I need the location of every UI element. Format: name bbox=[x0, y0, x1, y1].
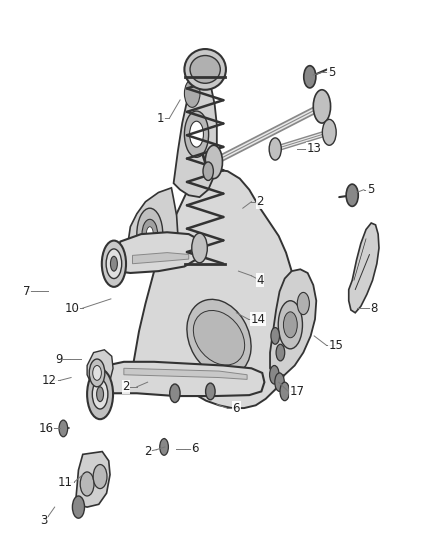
Ellipse shape bbox=[106, 249, 122, 279]
Ellipse shape bbox=[160, 439, 168, 455]
Ellipse shape bbox=[304, 66, 316, 88]
Text: 2: 2 bbox=[122, 380, 130, 393]
Text: 1: 1 bbox=[157, 112, 164, 125]
Polygon shape bbox=[124, 368, 247, 379]
Text: 8: 8 bbox=[370, 302, 378, 314]
Ellipse shape bbox=[190, 121, 203, 147]
Polygon shape bbox=[173, 77, 217, 197]
Ellipse shape bbox=[87, 369, 113, 419]
Ellipse shape bbox=[203, 162, 213, 181]
Ellipse shape bbox=[187, 300, 251, 376]
Text: 4: 4 bbox=[256, 274, 264, 287]
Polygon shape bbox=[133, 169, 297, 408]
Ellipse shape bbox=[275, 373, 284, 391]
Ellipse shape bbox=[80, 472, 94, 496]
Ellipse shape bbox=[205, 383, 215, 400]
Ellipse shape bbox=[297, 293, 309, 314]
Ellipse shape bbox=[110, 256, 117, 271]
Text: 10: 10 bbox=[64, 302, 79, 314]
Ellipse shape bbox=[102, 240, 126, 287]
Text: 5: 5 bbox=[328, 66, 335, 79]
Ellipse shape bbox=[269, 138, 281, 160]
Ellipse shape bbox=[92, 379, 108, 409]
Ellipse shape bbox=[146, 227, 153, 241]
Ellipse shape bbox=[93, 366, 101, 381]
Text: 13: 13 bbox=[307, 142, 321, 156]
Ellipse shape bbox=[190, 55, 220, 83]
Text: 12: 12 bbox=[42, 374, 57, 387]
Polygon shape bbox=[99, 362, 265, 399]
Text: 7: 7 bbox=[23, 285, 30, 298]
Text: 9: 9 bbox=[55, 352, 63, 366]
Ellipse shape bbox=[276, 344, 285, 361]
Text: 11: 11 bbox=[58, 475, 73, 489]
Polygon shape bbox=[270, 269, 316, 377]
Polygon shape bbox=[75, 451, 110, 507]
Polygon shape bbox=[87, 350, 113, 387]
Text: 2: 2 bbox=[144, 445, 152, 458]
Ellipse shape bbox=[280, 382, 290, 401]
Text: 2: 2 bbox=[256, 195, 264, 208]
Ellipse shape bbox=[271, 328, 279, 344]
Ellipse shape bbox=[313, 90, 331, 123]
Polygon shape bbox=[114, 232, 201, 273]
Text: 5: 5 bbox=[367, 183, 374, 196]
Ellipse shape bbox=[283, 312, 297, 338]
Ellipse shape bbox=[170, 384, 180, 402]
Text: 6: 6 bbox=[233, 401, 240, 415]
Polygon shape bbox=[133, 253, 189, 264]
Text: 15: 15 bbox=[328, 338, 343, 352]
Ellipse shape bbox=[322, 119, 336, 146]
Text: 6: 6 bbox=[191, 442, 199, 455]
Text: 3: 3 bbox=[40, 514, 48, 528]
Ellipse shape bbox=[193, 311, 245, 365]
Ellipse shape bbox=[93, 465, 107, 489]
Ellipse shape bbox=[184, 49, 226, 90]
Text: 17: 17 bbox=[290, 385, 304, 398]
Ellipse shape bbox=[270, 366, 279, 384]
Ellipse shape bbox=[142, 219, 158, 249]
Ellipse shape bbox=[72, 496, 85, 518]
Polygon shape bbox=[128, 188, 178, 271]
Ellipse shape bbox=[192, 233, 207, 263]
Ellipse shape bbox=[278, 301, 303, 349]
Ellipse shape bbox=[137, 208, 163, 260]
Ellipse shape bbox=[346, 184, 358, 206]
Ellipse shape bbox=[59, 420, 67, 437]
Ellipse shape bbox=[97, 387, 103, 401]
Ellipse shape bbox=[184, 79, 200, 107]
Ellipse shape bbox=[89, 359, 105, 387]
Text: 16: 16 bbox=[39, 422, 53, 435]
Text: 14: 14 bbox=[251, 313, 265, 326]
Polygon shape bbox=[349, 223, 379, 313]
Ellipse shape bbox=[205, 146, 223, 179]
Ellipse shape bbox=[184, 111, 208, 157]
